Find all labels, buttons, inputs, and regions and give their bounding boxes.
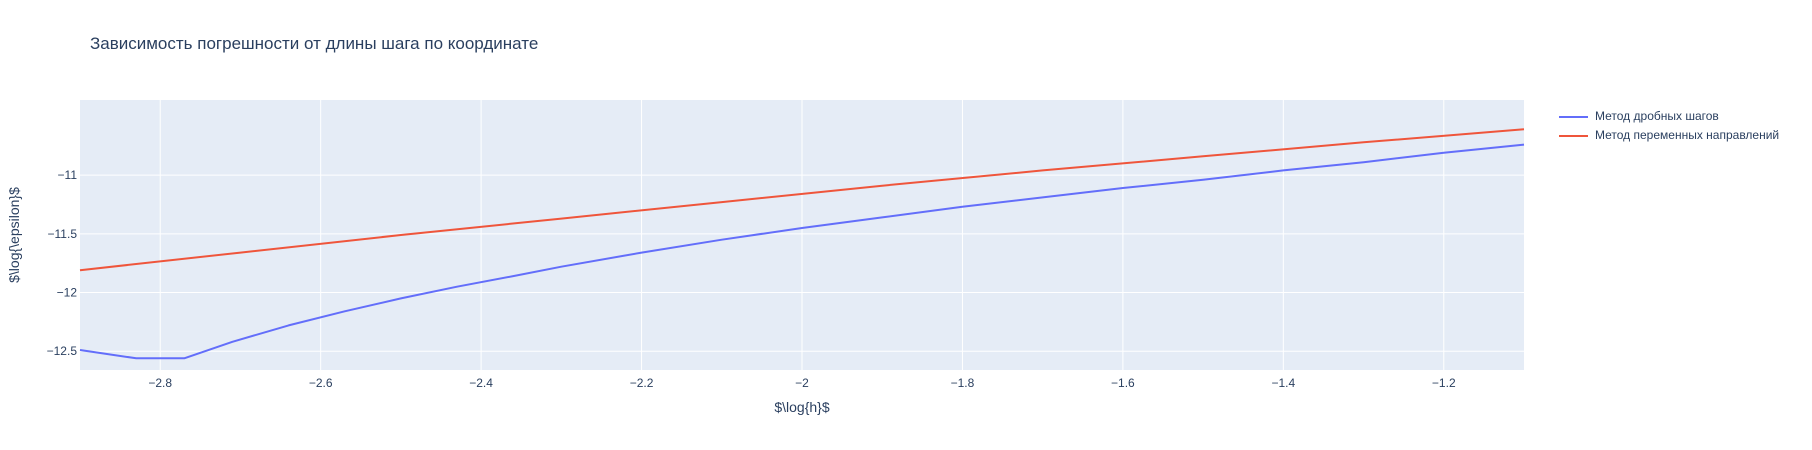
- y-tick-label: −12: [57, 286, 78, 300]
- legend[interactable]: Метод дробных шагов Метод переменных нап…: [1559, 107, 1779, 145]
- grid: [80, 100, 1524, 370]
- legend-swatch-series-2: [1559, 135, 1588, 137]
- series-line-1[interactable]: [79, 143, 1525, 360]
- y-tick-label: −11: [58, 168, 78, 182]
- x-tick-label: −1.4: [1271, 376, 1295, 390]
- x-tick-label: −1.6: [1111, 376, 1135, 390]
- series-layer: [79, 128, 1525, 360]
- x-tick-label: −2.4: [469, 376, 493, 390]
- x-tick-label: −2.8: [148, 376, 172, 390]
- tick-labels: −2.8 −2.6 −2.4 −2.2 −2 −1.8 −1.6 −1.4 −1.2 −11 −11…: [47, 168, 1456, 390]
- x-tick-label: −2.6: [309, 376, 333, 390]
- legend-item-series-2[interactable]: Метод переменных направлений: [1559, 126, 1779, 145]
- series-line-2[interactable]: [79, 128, 1525, 272]
- legend-label-series-1: Метод дробных шагов: [1595, 109, 1719, 123]
- legend-item-series-1[interactable]: Метод дробных шагов: [1559, 107, 1779, 126]
- y-axis-label: $\log{\epsilon}$: [6, 187, 22, 283]
- legend-swatch-series-1: [1559, 116, 1588, 118]
- x-tick-label: −2: [795, 376, 809, 390]
- x-tick-label: −1.8: [951, 376, 975, 390]
- chart-title: Зависимость погрешности от длины шага по…: [90, 34, 539, 53]
- x-tick-label: −1.2: [1432, 376, 1456, 390]
- y-tick-label: −12.5: [47, 344, 78, 358]
- legend-label-series-2: Метод переменных направлений: [1595, 128, 1780, 142]
- x-axis-label: $\log{h}$: [774, 399, 829, 415]
- x-tick-label: −2.2: [630, 376, 654, 390]
- y-tick-label: −11.5: [48, 227, 78, 241]
